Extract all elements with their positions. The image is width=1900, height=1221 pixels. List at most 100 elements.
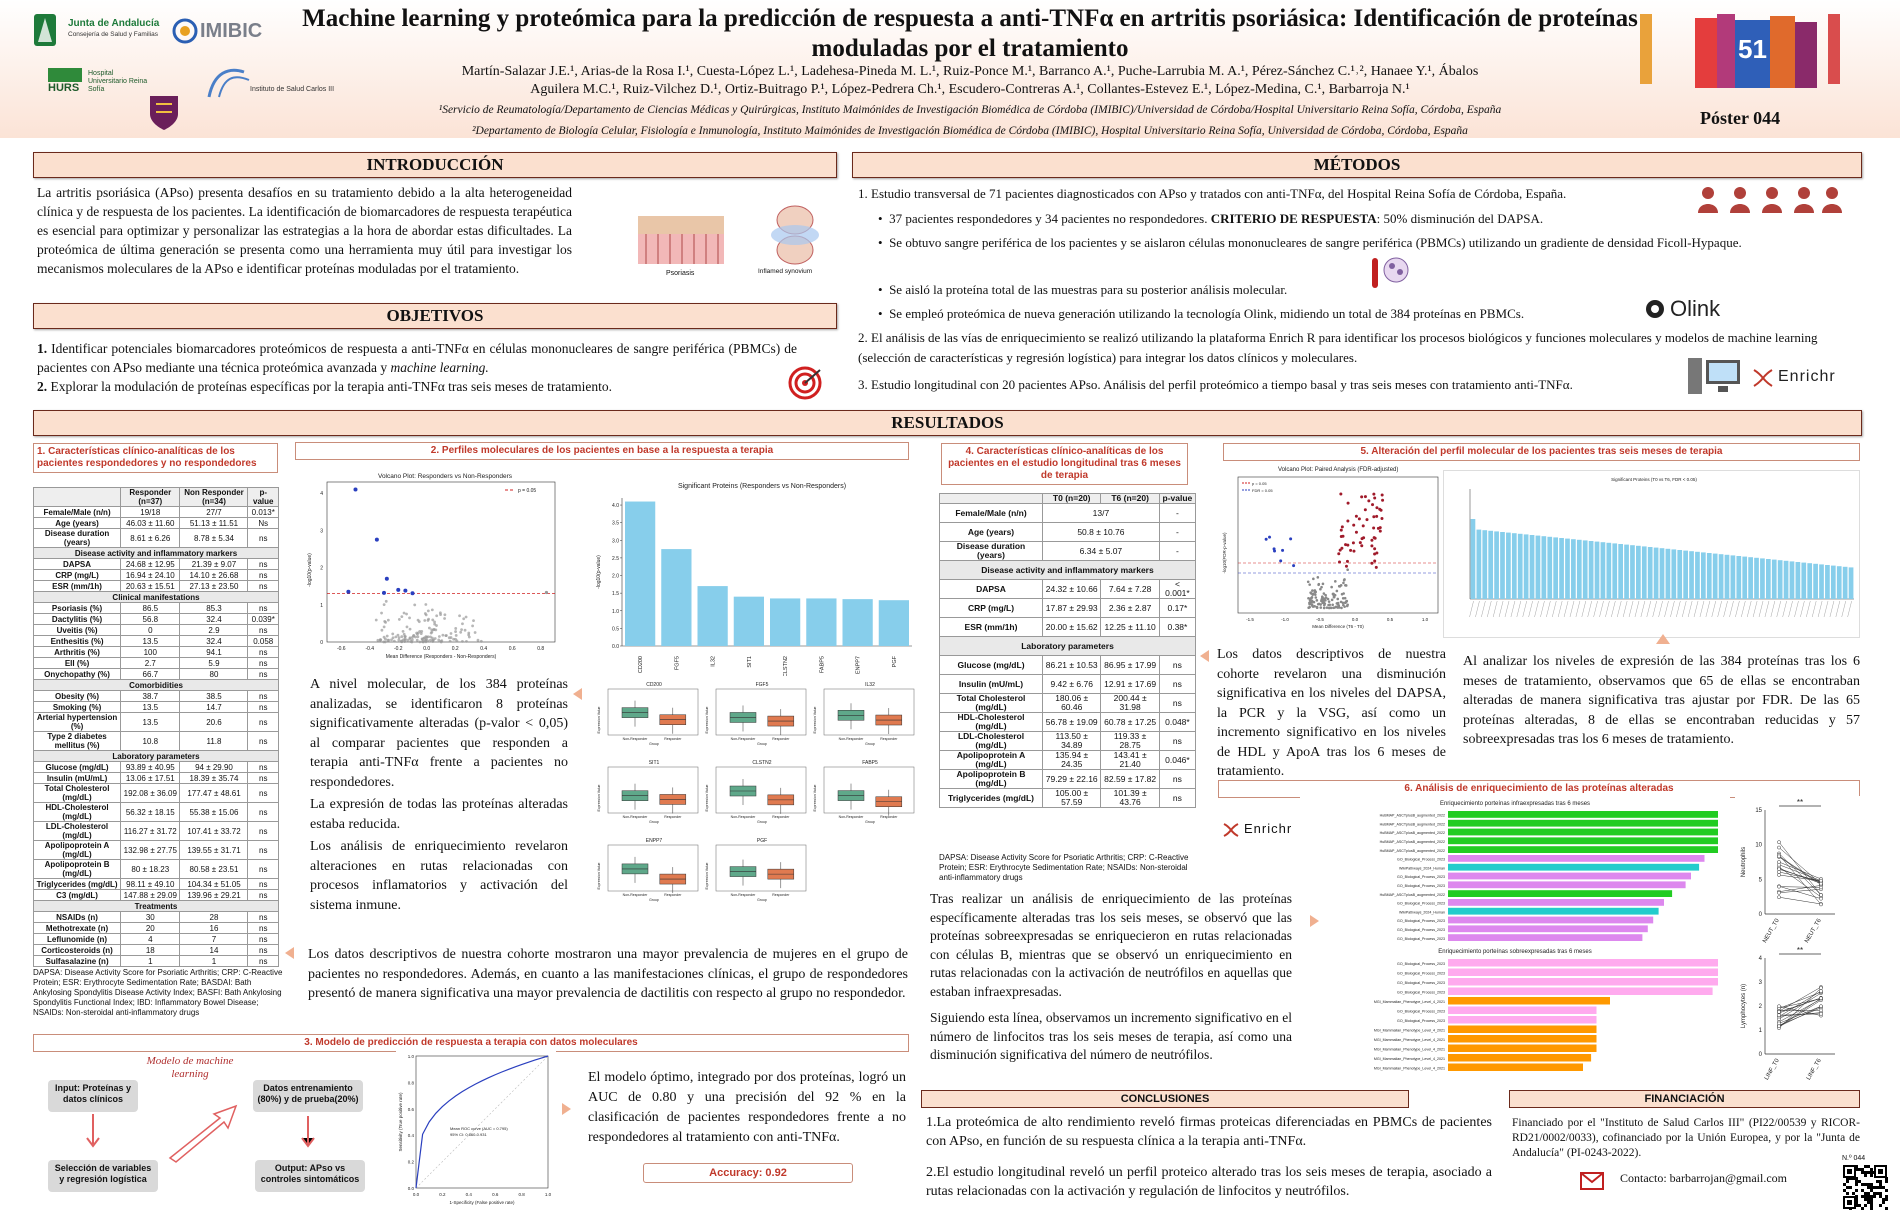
- table-cell: 21.39 ± 9.07: [179, 558, 249, 570]
- volcano-1-point: [408, 616, 411, 620]
- volcano-2-point: [1317, 583, 1320, 587]
- boxplot-ylabel: Expression Value: [705, 706, 709, 733]
- qr-module: [1858, 1180, 1861, 1183]
- intro-text: La artritis psoriásica (APso) presenta d…: [37, 185, 572, 276]
- lymphocytes-chart: 0 1 2 3 4 Lymphocytes (n) ** LINF_T0 LINF_T6: [1735, 944, 1860, 1084]
- qr-module: [1855, 1180, 1858, 1183]
- volcano-2-up-point: [1352, 523, 1356, 527]
- volcano-1-ytick: 0: [320, 640, 323, 646]
- paired-xlabel: LINF_T6: [1806, 1057, 1823, 1081]
- bar-1-ytick: 2.5: [612, 556, 619, 562]
- bar-1-category: FABP5: [819, 656, 825, 673]
- bar-65-label-stub: [1487, 600, 1492, 618]
- table-cell: ns: [247, 558, 279, 570]
- volcano-1-point: [473, 631, 477, 634]
- table-row: CRP (mg/L) 16.94 ± 24.10 14.10 ± 26.68 ns: [32, 569, 279, 581]
- objective-1-emphasis: machine learning.: [390, 360, 489, 375]
- table-cell: 14.10 ± 26.68: [179, 569, 249, 581]
- bar-65-bar: [1488, 530, 1494, 599]
- table-row: ESR (mm/1h) 20.63 ± 15.51 27.13 ± 23.50 ns: [32, 580, 279, 592]
- qr-module: [1885, 1198, 1888, 1201]
- bar-65-bar: [1476, 529, 1482, 599]
- qr-module: [1852, 1177, 1855, 1180]
- contact-email[interactable]: Contacto: barbarrojan@gmail.com: [1620, 1171, 1787, 1185]
- qr-module: [1861, 1207, 1864, 1210]
- table-cell: 0.048*: [1158, 712, 1197, 732]
- bar-65-label-stub: [1481, 600, 1486, 618]
- table-cell: 30: [120, 911, 181, 923]
- boxplot-title: FGF5: [756, 682, 769, 688]
- enrichment-bar: [1448, 837, 1718, 845]
- qr-code-icon[interactable]: [1842, 1164, 1888, 1215]
- volcano-1-point: [421, 638, 424, 641]
- bar-65-label-stub: [1581, 600, 1586, 618]
- volcano-1-title: Volcano Plot: Responders vs Non-Responde…: [378, 473, 513, 480]
- volcano-1-significant-point: [382, 590, 386, 595]
- volcano-1-point: [397, 636, 401, 640]
- table-cell: ns: [247, 690, 279, 702]
- boxplot-group-label: Non-Responder: [623, 893, 649, 897]
- volcano-2-up-point: [1373, 552, 1377, 556]
- volcano-1-point: [467, 631, 471, 635]
- methods-item-1: 1. Estudio transversal de 71 pacientes d…: [858, 186, 1567, 201]
- boxplot-frame: [607, 688, 699, 736]
- enrichment-bar: [1448, 907, 1659, 915]
- arrow-left-icon: [573, 688, 582, 700]
- table-cell: Leflunomide (n): [32, 933, 122, 945]
- table-cell: 80.58 ± 23.51: [179, 859, 249, 879]
- table-cell: ns: [1158, 674, 1197, 694]
- table-cell: Smoking (%): [32, 701, 122, 713]
- volcano-2-point: [1326, 597, 1330, 601]
- bar-1-title: Significant Proteins (Responders vs Non-…: [678, 483, 846, 490]
- paired-line: [1778, 1006, 1822, 1027]
- paired-ytick: 2: [1759, 1004, 1763, 1010]
- bar-65-label-stub: [1806, 600, 1811, 618]
- volcano-2-point: [1343, 596, 1347, 600]
- volcano-2-point: [1339, 584, 1343, 587]
- table-group-header: Comorbidities: [33, 679, 279, 691]
- table-header-cell: [939, 493, 1043, 504]
- bar-65-bar: [1765, 559, 1771, 599]
- results-2-text-2: La expresión de todas las proteínas alte…: [310, 797, 568, 832]
- table-cell: 46.03 ± 11.60: [120, 517, 181, 529]
- volcano-2-point: [1307, 606, 1310, 609]
- qr-module: [1870, 1174, 1873, 1177]
- table-cell: ESR (mm/1h): [32, 580, 122, 592]
- methods-bullet-1-text: 37 pacientes respondedores y 34 paciente…: [889, 211, 1211, 226]
- volcano-2-up-point: [1373, 536, 1377, 540]
- table-cell: ns: [247, 731, 279, 751]
- volcano-1-point: [472, 619, 475, 623]
- volcano-1-xtick: 0.0: [423, 646, 430, 652]
- table-cell: 0.058: [247, 635, 279, 647]
- enrichment-category: HuBMAP_ASCTplusB_augmented_2022: [1380, 893, 1445, 897]
- bar-65-bar: [1777, 560, 1783, 599]
- table-cell: 9.42 ± 6.76: [1041, 674, 1102, 694]
- boxplot-title: CD200: [646, 682, 662, 688]
- bar-65-label-stub: [1711, 600, 1716, 618]
- volcano-2-ylabel: -log10(FDR-p-value): [1222, 532, 1227, 574]
- methods-heading: MÉTODOS: [852, 152, 1862, 178]
- volcano-1-xlabel: Mean Difference (Responders - Non-Respon…: [386, 654, 497, 660]
- enrichment-bar: [1448, 1035, 1597, 1043]
- roc-xtick: 0.0: [413, 1192, 420, 1197]
- table-cell: ns: [1158, 693, 1197, 713]
- volcano-1-point: [452, 637, 456, 641]
- volcano-2-up-point: [1380, 493, 1384, 497]
- qr-module: [1876, 1192, 1879, 1195]
- bar-65-label-stub: [1623, 600, 1628, 618]
- enrichment-bar: [1448, 863, 1700, 871]
- table-row: Glucose (mg/dL) 86.21 ± 10.53 86.95 ± 17.9…: [939, 655, 1197, 675]
- volcano-1-ytick: 3: [320, 528, 323, 534]
- table-group-header: Treatments: [33, 900, 279, 912]
- volcano-1-point: [431, 638, 435, 642]
- volcano-2-up-point: [1374, 565, 1378, 569]
- enrichment-category: HuBMAP_ASCTplusB_augmented_2022: [1380, 814, 1445, 818]
- accuracy-badge: Accuracy: 0.92: [643, 1163, 853, 1183]
- enrichment-category: MGI_Mammalian_Phenotype_Level_4_2021: [1374, 1029, 1445, 1033]
- bar-1-bar: [733, 596, 764, 646]
- table-row: Treatments: [33, 900, 279, 912]
- bar-1-category: FGF5: [674, 656, 680, 670]
- table-cell: 143.41 ± 21.40: [1100, 750, 1160, 770]
- roc-ytick: 1.0: [408, 1054, 415, 1059]
- volcano-1-ylabel: -log10(p-value): [307, 553, 313, 587]
